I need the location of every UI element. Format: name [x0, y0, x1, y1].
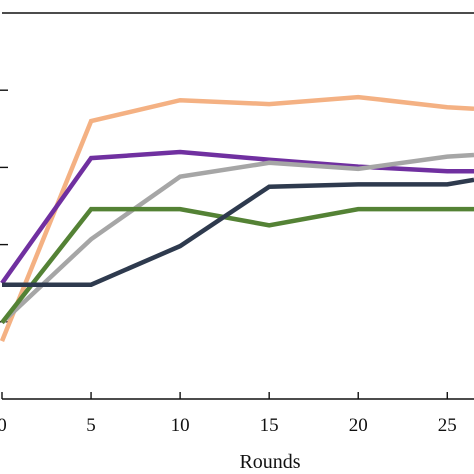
- tick-labels: 0 5 10 15 20 25: [0, 415, 457, 436]
- x-tick-label: 20: [349, 415, 368, 436]
- series-group: [0, 94, 474, 342]
- x-axis-title: Rounds: [239, 451, 300, 473]
- x-tick-label: 25: [438, 415, 457, 436]
- series-line-4: [0, 206, 474, 324]
- x-tick-label: 0: [0, 415, 7, 436]
- series-line-1: [0, 94, 474, 342]
- x-tick-label: 15: [260, 415, 279, 436]
- series-line-2: [0, 149, 474, 285]
- axes: [0, 12, 474, 400]
- x-tick-label: 10: [171, 415, 190, 436]
- series-line-3: [0, 152, 474, 325]
- series-line-5: [2, 177, 474, 287]
- x-tick-label: 5: [86, 415, 96, 436]
